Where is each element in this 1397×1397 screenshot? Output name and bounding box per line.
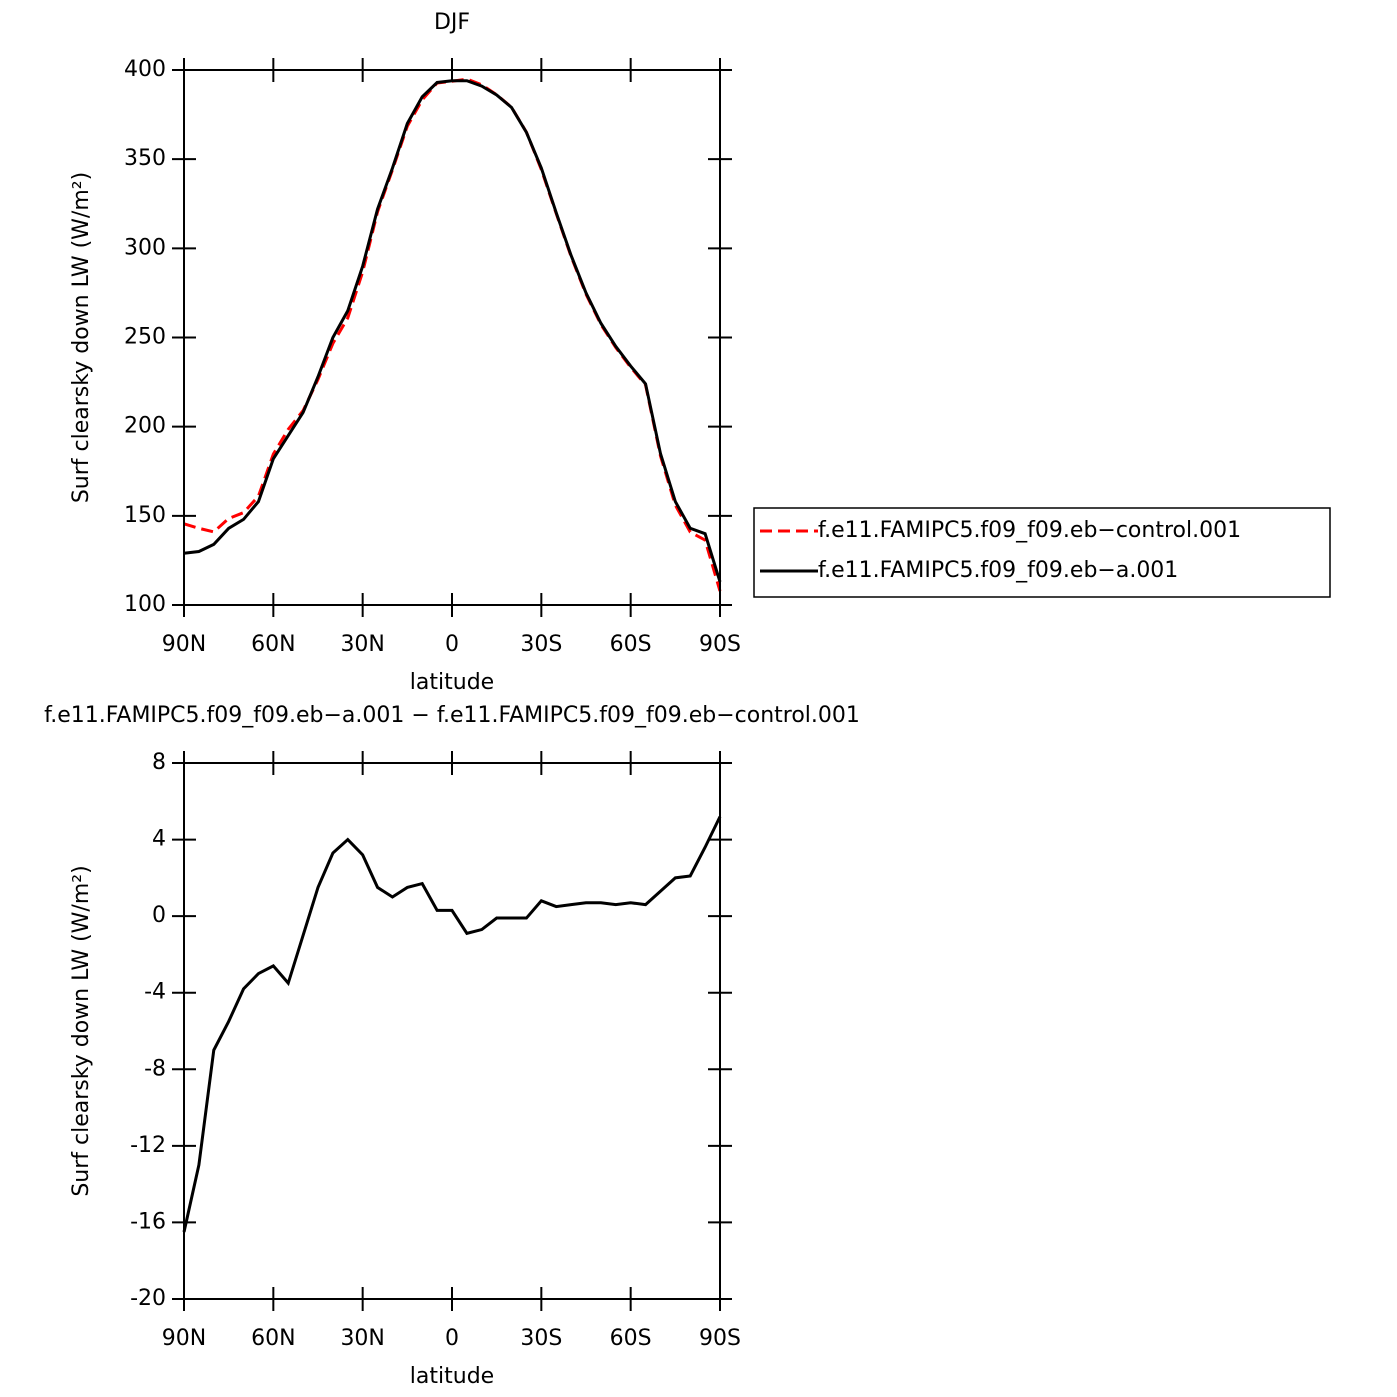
x-tick-label: 90N [162, 1326, 206, 1351]
legend-label: f.e11.FAMIPC5.f09_f09.eb−control.001 [818, 518, 1241, 543]
y-tick-label: 100 [124, 592, 166, 617]
y-tick-label: 400 [124, 57, 166, 82]
chart-title: f.e11.FAMIPC5.f09_f09.eb−a.001 − f.e11.F… [44, 703, 860, 728]
y-tick-label: -16 [130, 1209, 166, 1234]
y-tick-label: -12 [130, 1133, 166, 1158]
x-tick-label: 60N [251, 632, 295, 657]
plot-frame [183, 69, 721, 606]
x-tick-label: 60N [251, 1326, 295, 1351]
y-axis-label: Surf clearsky down LW (W/m²) [69, 172, 94, 503]
data-line [183, 77, 722, 592]
x-axis-label: latitude [410, 670, 494, 695]
y-tick-label: 300 [124, 235, 166, 260]
chart-title: DJF [434, 10, 470, 35]
y-tick-label: -8 [144, 1056, 166, 1081]
legend-label: f.e11.FAMIPC5.f09_f09.eb−a.001 [818, 558, 1178, 583]
y-tick-label: 350 [124, 146, 166, 171]
data-line [183, 79, 722, 583]
data-line [182, 815, 722, 1233]
y-tick-label: 4 [152, 827, 166, 852]
x-axis-label: latitude [410, 1364, 494, 1389]
x-tick-label: 60S [610, 1326, 652, 1351]
y-tick-label: -20 [130, 1286, 166, 1311]
x-tick-label: 30N [340, 632, 384, 657]
x-tick-label: 90N [162, 632, 206, 657]
x-tick-label: 90S [699, 632, 741, 657]
x-tick-label: 0 [445, 1326, 459, 1351]
plot-frame [183, 762, 721, 1300]
y-axis-label: Surf clearsky down LW (W/m²) [69, 865, 94, 1196]
x-tick-label: 30S [520, 1326, 562, 1351]
x-tick-label: 0 [445, 632, 459, 657]
x-tick-label: 30S [520, 632, 562, 657]
y-tick-label: 200 [124, 414, 166, 439]
x-tick-label: 60S [610, 632, 652, 657]
y-tick-label: 8 [152, 750, 166, 775]
x-tick-label: 30N [340, 1326, 384, 1351]
x-tick-label: 90S [699, 1326, 741, 1351]
y-tick-label: 250 [124, 325, 166, 350]
y-tick-label: -4 [144, 980, 166, 1005]
y-tick-label: 150 [124, 503, 166, 528]
y-tick-label: 0 [152, 903, 166, 928]
legend-box [753, 507, 1331, 598]
